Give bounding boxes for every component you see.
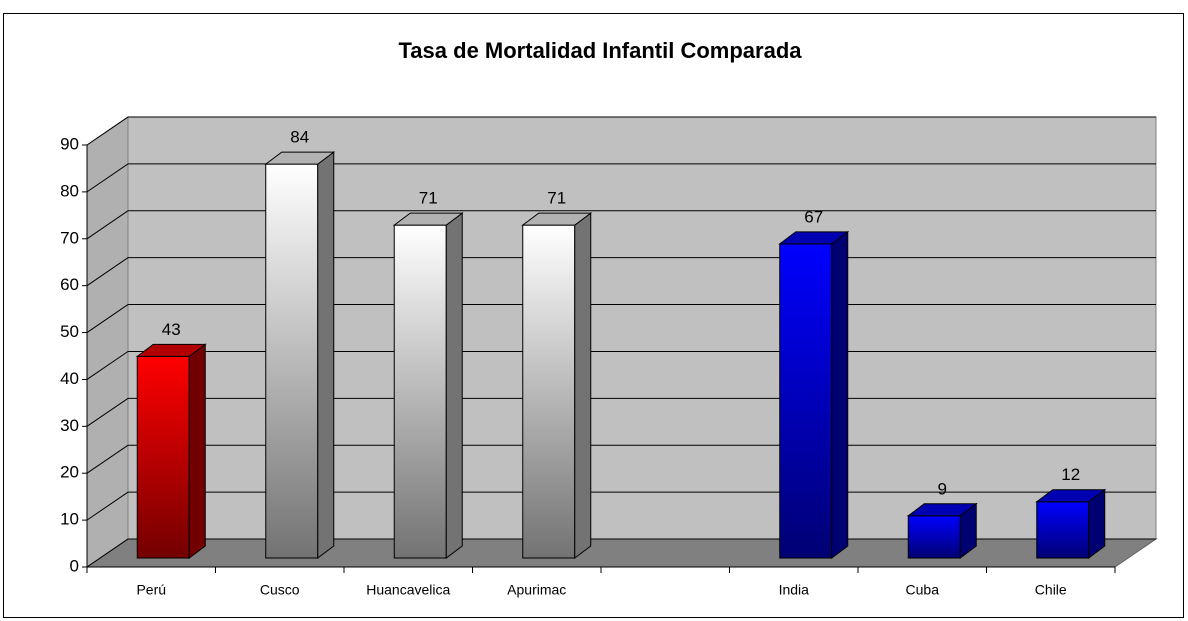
- bar-top: [265, 152, 334, 165]
- y-tick-label: 80: [60, 181, 79, 200]
- bar-top-shade: [135, 343, 207, 357]
- y-tick-label: 60: [60, 275, 79, 294]
- bar-side-shade: [317, 151, 335, 559]
- value-label: 67: [804, 207, 823, 226]
- bar-top-shade: [264, 151, 336, 165]
- bar-front-shade: [136, 355, 190, 559]
- bar-side-shade: [831, 230, 849, 559]
- value-label: 84: [290, 128, 309, 147]
- bar-top-shade: [392, 212, 464, 226]
- bar-top-shade: [1035, 489, 1107, 503]
- bar-front-shade: [393, 224, 447, 559]
- bar-top: [779, 231, 848, 244]
- y-tick-label: 0: [70, 556, 79, 575]
- value-label: 71: [419, 189, 438, 208]
- bar-top-shade: [778, 231, 850, 245]
- x-tick-label: Huancavelica: [366, 582, 450, 598]
- value-label: 71: [547, 189, 566, 208]
- x-tick-label: Apurimac: [507, 582, 566, 598]
- x-tick-label: Perú: [136, 582, 166, 598]
- grid-line: [86, 116, 1156, 146]
- bar: [778, 230, 850, 559]
- bar: [521, 212, 593, 559]
- y-tick-label: 90: [60, 134, 79, 153]
- value-label: 12: [1061, 465, 1080, 484]
- x-tick-label: India: [779, 582, 810, 598]
- bar-front-shade: [265, 163, 319, 559]
- side-wall: [86, 116, 129, 568]
- bar-front-shade: [522, 224, 576, 559]
- bar-top: [394, 213, 463, 226]
- y-tick-label: 20: [60, 463, 79, 482]
- x-tick-label: Chile: [1035, 582, 1067, 598]
- bar: [135, 343, 207, 559]
- grid-line: [86, 163, 1156, 193]
- bar-top: [1036, 489, 1105, 502]
- grid-line: [86, 210, 1156, 240]
- y-tick-label: 30: [60, 416, 79, 435]
- value-label: 9: [938, 479, 947, 498]
- bar: [392, 212, 464, 559]
- bar-top: [137, 344, 206, 357]
- y-tick-label: 70: [60, 228, 79, 247]
- bar-top-shade: [521, 212, 593, 226]
- x-tick-label: Cusco: [260, 582, 300, 598]
- bar-side-shade: [445, 212, 463, 559]
- bar-front-shade: [1036, 501, 1090, 559]
- bar-front-shade: [779, 243, 833, 559]
- floor: [85, 538, 1158, 568]
- bar-top-shade: [906, 503, 978, 517]
- bar: [1035, 488, 1107, 559]
- x-tick-label: Cuba: [906, 582, 940, 598]
- bar-side-shade: [188, 343, 206, 559]
- bar-top: [522, 213, 591, 226]
- y-tick-label: 10: [60, 510, 79, 529]
- chart-title: Tasa de Mortalidad Infantil Comparada: [399, 38, 803, 63]
- y-tick-label: 50: [60, 322, 79, 341]
- bar-top: [908, 503, 977, 516]
- y-tick-label: 40: [60, 369, 79, 388]
- bar: [906, 502, 978, 559]
- value-label: 43: [162, 320, 181, 339]
- bar-front-shade: [907, 515, 961, 559]
- bar: [264, 151, 336, 559]
- bar-side-shade: [574, 212, 592, 559]
